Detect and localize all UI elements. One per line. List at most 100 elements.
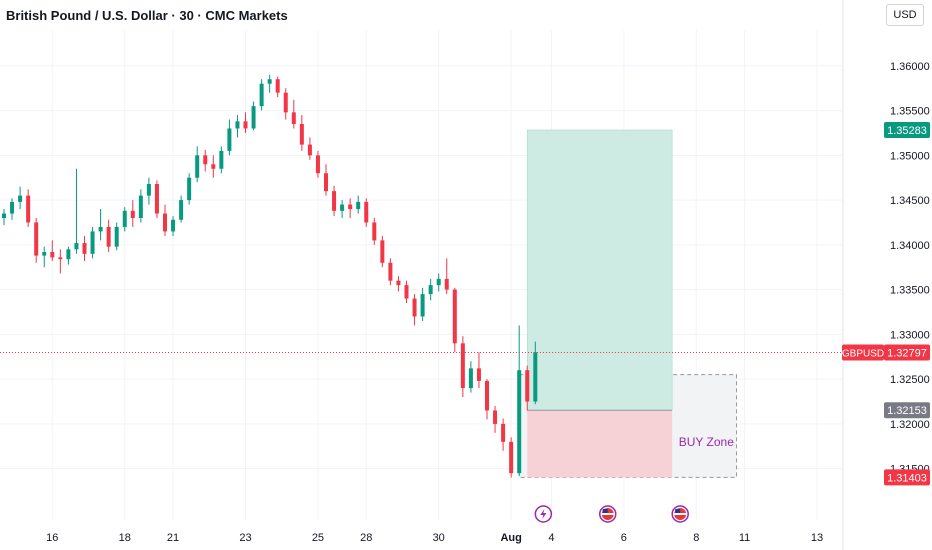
y-tick-label: 1.35000 — [890, 150, 930, 162]
candle — [195, 146, 200, 183]
candle — [468, 361, 473, 393]
candle — [219, 146, 224, 174]
candle-body — [82, 243, 87, 254]
candle — [509, 437, 514, 478]
candle — [340, 200, 345, 218]
candle — [307, 137, 312, 160]
lightning-icon — [534, 505, 553, 523]
candle-body — [90, 231, 95, 254]
candle — [404, 280, 409, 304]
candle — [154, 180, 159, 218]
candle — [412, 294, 417, 326]
stop-price-tag: 1.31403 — [887, 472, 927, 484]
candle-body — [428, 285, 433, 295]
x-tick-label: 8 — [693, 532, 699, 544]
candle-body — [163, 213, 167, 232]
candle-body — [283, 92, 288, 113]
candle — [138, 189, 143, 223]
flag-canton — [602, 509, 608, 513]
candle-body — [211, 164, 216, 169]
candle-body — [34, 222, 39, 256]
candle-body — [195, 155, 200, 178]
candle-body — [130, 210, 135, 218]
candle-body — [452, 289, 457, 344]
buy-zone-label: BUY Zone — [679, 435, 734, 449]
candle-body — [42, 252, 47, 256]
candle-body — [315, 155, 320, 174]
candle — [106, 219, 111, 253]
candle-body — [138, 195, 143, 218]
candle — [388, 258, 393, 286]
candle-body — [275, 79, 280, 93]
x-tick-label: 25 — [312, 532, 324, 544]
candle-body — [436, 278, 441, 286]
x-tick-label: 6 — [621, 532, 627, 544]
candle-body — [509, 441, 514, 474]
price-axis[interactable]: 1.36000 1.35500 1.35000 1.34500 1.34000 1.335… — [842, 0, 930, 550]
candle-body — [18, 195, 23, 202]
candle-body — [227, 128, 232, 151]
candle-body — [291, 112, 296, 124]
candle — [42, 246, 47, 268]
candle — [501, 418, 506, 451]
candle — [58, 249, 63, 274]
candle — [211, 155, 216, 178]
candle — [324, 164, 328, 196]
candle-body — [476, 368, 481, 381]
candle-body — [356, 201, 361, 210]
y-tick-label: 1.35500 — [890, 106, 930, 118]
y-tick-label: 1.33500 — [890, 285, 930, 297]
x-tick-label: 30 — [433, 532, 445, 544]
candle — [364, 198, 369, 227]
candle-body — [106, 226, 111, 247]
candle-body — [26, 195, 31, 223]
candle — [171, 216, 176, 236]
lightning-shape — [540, 509, 547, 519]
candle — [485, 379, 489, 420]
candle — [525, 365, 530, 411]
candle-body — [187, 177, 192, 201]
candle — [444, 258, 449, 295]
candle — [380, 235, 385, 268]
position-tool[interactable]: BUY Zone — [518, 129, 738, 478]
candle — [452, 287, 457, 353]
y-tick-label: 1.32000 — [890, 419, 930, 431]
candle — [533, 341, 538, 405]
time-axis[interactable]: 16 18 21 23 25 28 30 Aug 4 6 8 11 13 — [46, 532, 823, 544]
candle — [420, 287, 425, 321]
flag-stripe — [674, 513, 687, 515]
candle — [74, 168, 79, 254]
flag-canton — [675, 509, 681, 513]
candle — [275, 76, 280, 98]
candle — [493, 406, 498, 433]
target-price-tag-bg — [884, 121, 930, 138]
target-price-tag: 1.35283 — [887, 125, 927, 137]
candle-body — [444, 278, 449, 290]
candle-body — [251, 106, 256, 129]
stop-price-tag-bg — [884, 469, 930, 486]
candle — [315, 150, 320, 178]
candle-body — [420, 294, 425, 317]
candle — [396, 276, 401, 292]
candle — [251, 101, 256, 131]
candle-body — [468, 368, 473, 389]
candle — [348, 198, 353, 218]
candle — [227, 119, 232, 156]
x-tick-label: 13 — [811, 532, 823, 544]
candle — [460, 336, 465, 398]
candle — [122, 207, 127, 232]
chart-title: British Pound / U.S. Dollar · 30 · CMC M… — [6, 8, 288, 23]
candle — [187, 173, 192, 205]
candle-body — [364, 201, 369, 223]
entry-price-tag: 1.32153 — [887, 405, 927, 417]
candle-body — [348, 204, 353, 210]
candle-body — [324, 173, 328, 192]
current-price-tag: 1.32797 — [887, 348, 927, 360]
candle-body — [2, 213, 6, 218]
candle-body — [340, 204, 345, 211]
symbol-tag: GBPUSD — [842, 349, 884, 360]
currency-button[interactable]: USD — [886, 4, 924, 26]
candle-body — [219, 150, 224, 169]
x-tick-label: 23 — [239, 532, 251, 544]
